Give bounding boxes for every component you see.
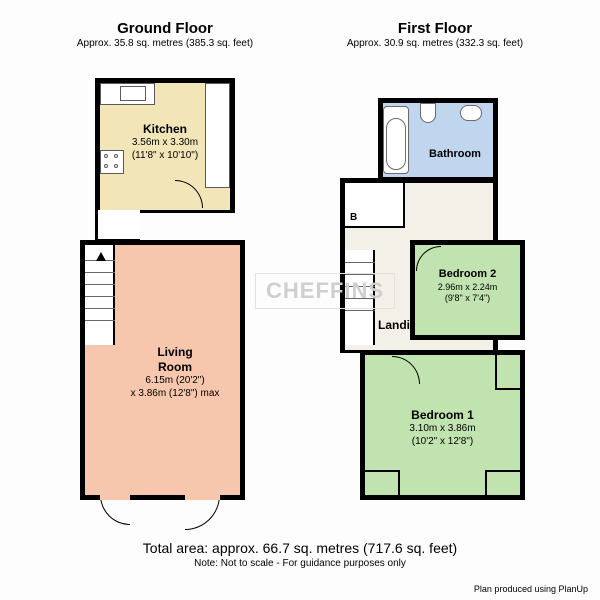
door-gap <box>185 495 220 500</box>
living-name-1: Living <box>115 345 235 360</box>
stair-tread <box>345 286 375 287</box>
stair-tread <box>85 284 115 285</box>
living-dim-m: 6.15m (20'2") <box>115 375 235 388</box>
door-gap <box>100 495 130 500</box>
kitchen-label: Kitchen 3.56m x 3.30m (11'8" x 10'10") <box>110 122 220 162</box>
boiler-label: B <box>350 212 357 223</box>
floorplan-canvas: Ground Floor Approx. 35.8 sq. metres (38… <box>0 0 600 600</box>
credit: Plan produced using PlanUp <box>474 584 588 594</box>
stair-arrow-icon <box>96 252 106 261</box>
bathtub-inner <box>386 118 406 170</box>
ground-recess <box>95 210 140 242</box>
hob-ring <box>104 154 108 158</box>
kitchen-name: Kitchen <box>110 122 220 137</box>
bedroom1-label: Bedroom 1 3.10m x 3.86m (10'2" x 12'8") <box>385 408 500 448</box>
bedroom2-dim-m: 2.96m x 2.24m <box>420 282 515 293</box>
stair-tread <box>345 298 375 299</box>
stair-tread <box>345 274 375 275</box>
hob-ring <box>114 164 118 168</box>
bedroom1-dim-m: 3.10m x 3.86m <box>385 423 500 436</box>
living-name-2: Room <box>115 360 235 375</box>
scale-note: Note: Not to scale - For guidance purpos… <box>0 558 600 569</box>
stair-tread <box>345 310 375 311</box>
total-area: Total area: approx. 66.7 sq. metres (717… <box>0 540 600 556</box>
bathroom-label: Bathroom <box>415 148 495 162</box>
stair-tread <box>345 262 375 263</box>
bedroom1-name: Bedroom 1 <box>385 408 500 423</box>
living-dim-ft: x 3.86m (12'8") max <box>115 388 235 401</box>
kitchen-sink <box>120 86 146 101</box>
toilet <box>420 103 436 123</box>
bathroom-name: Bathroom <box>429 148 481 160</box>
living-door-right <box>185 495 220 530</box>
bedroom1-dim-ft: (10'2" x 12'8") <box>385 436 500 449</box>
ground-floor-title: Ground Floor <box>60 20 270 37</box>
hob-ring <box>104 164 108 168</box>
stair-tread <box>85 272 115 273</box>
bedroom2-label: Bedroom 2 2.96m x 2.24m (9'8" x 7'4") <box>420 268 515 304</box>
basin <box>460 105 482 121</box>
first-floor-subtitle: Approx. 30.9 sq. metres (332.3 sq. feet) <box>330 38 540 49</box>
kitchen-dim-ft: (11'8" x 10'10") <box>110 150 220 163</box>
stair-tread <box>85 308 115 309</box>
bedroom2-dim-ft: (9'8" x 7'4") <box>420 293 515 304</box>
stair-tread <box>85 296 115 297</box>
ground-floor-subtitle: Approx. 35.8 sq. metres (385.3 sq. feet) <box>60 38 270 49</box>
kitchen-dim-m: 3.56m x 3.30m <box>110 137 220 150</box>
bed1-closet-topright <box>495 355 520 390</box>
bed1-closet-right <box>485 470 520 495</box>
first-floor-title: First Floor <box>330 20 540 37</box>
stair-tread <box>85 320 115 321</box>
bed1-closet-left <box>365 470 400 495</box>
living-label: Living Room 6.15m (20'2") x 3.86m (12'8"… <box>115 345 235 400</box>
